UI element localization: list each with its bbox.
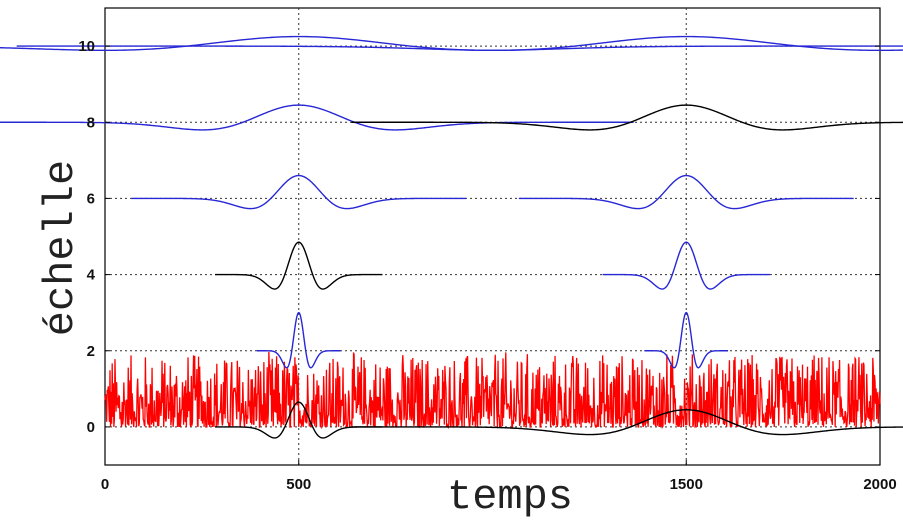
series-layer — [0, 35, 903, 439]
x-tick-label: 500 — [286, 476, 311, 493]
y-tick-label: 6 — [87, 190, 95, 207]
wavelet-line — [0, 104, 634, 131]
noise-signal-line — [104, 351, 881, 430]
wavelet-line — [16, 35, 903, 52]
wavelet-line — [518, 174, 854, 210]
wavelet-line — [256, 311, 341, 369]
wavelet-line — [215, 241, 383, 290]
tick-layer: 0 2 4 6 8 10 0 500 1500 2000 — [78, 38, 896, 493]
wavelet-line — [351, 409, 903, 436]
wavelet-line — [644, 311, 729, 369]
x-axis-label: temps — [447, 473, 573, 521]
y-tick-label: 8 — [87, 114, 95, 131]
y-tick-label: 0 — [87, 419, 95, 436]
x-tick-label: 0 — [101, 476, 109, 493]
wavelet-line — [131, 174, 467, 210]
y-tick-label: 10 — [78, 38, 95, 55]
y-axis-label: échelle — [37, 160, 85, 336]
wavelet-line — [602, 241, 770, 290]
y-tick-label: 2 — [87, 343, 95, 360]
y-tick-label: 4 — [87, 267, 96, 284]
wavelet-line — [351, 104, 903, 131]
x-tick-label: 1500 — [670, 476, 703, 493]
x-tick-label: 2000 — [863, 476, 896, 493]
wavelet-line — [0, 35, 903, 52]
